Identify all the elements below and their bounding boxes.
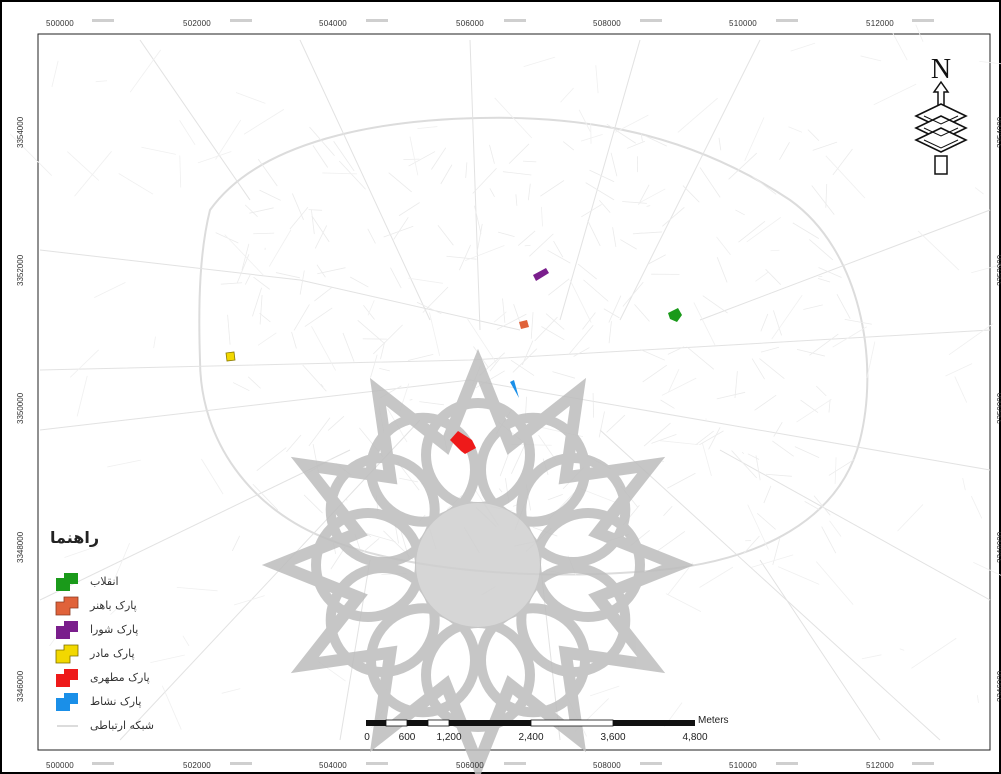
scale-bar-graphic (366, 719, 695, 727)
legend-label: پارک باهنر (90, 599, 137, 612)
legend-item: پارک نشاط (50, 692, 200, 714)
legend-swatch-enghelab (56, 573, 78, 591)
y-tick-right-2: 3350000 (996, 392, 1001, 424)
scale-label: 0 (364, 732, 370, 743)
map-legend: راهنما انقلاب پارک باهنر پارک شورا پارک … (50, 528, 200, 746)
map-neatline (37, 33, 991, 751)
north-label: N (931, 54, 951, 85)
y-tick-right-4: 3346000 (996, 670, 1001, 702)
y-tick-left-4: 3346000 (16, 670, 25, 702)
x-tick-bottom-3: 506000 (456, 761, 484, 770)
legend-item: پارک شورا (50, 620, 200, 642)
legend-label: پارک مادر (90, 647, 135, 660)
tick-marks (92, 19, 934, 765)
park-madar-feature (225, 351, 236, 362)
road-network (39, 39, 991, 741)
legend-label: پارک شورا (90, 623, 139, 636)
scale-label: 3,600 (600, 732, 626, 743)
legend-item: پارک باهنر (50, 596, 200, 618)
emblem-watermark (261, 348, 695, 774)
park-neshat-feature (510, 380, 519, 398)
x-tick-bottom-4: 508000 (593, 761, 621, 770)
scale-bar: Meters 0 600 1,200 2,400 3,600 4,800 (362, 715, 742, 748)
legend-swatch-network (57, 725, 78, 727)
scale-bar-units: Meters (698, 715, 729, 726)
x-tick-bottom-5: 510000 (729, 761, 757, 770)
legend-item: انقلاب (50, 572, 200, 594)
legend-swatch-neshat (56, 693, 78, 711)
scale-label: 1,200 (436, 732, 462, 743)
y-tick-left-1: 3352000 (16, 254, 25, 286)
legend-item: شبکه ارتباطی (50, 716, 200, 738)
park-shura-feature (533, 268, 549, 281)
enghelab-feature (668, 308, 682, 322)
legend-label: پارک مطهری (90, 671, 150, 684)
y-tick-left-0: 3354000 (16, 116, 25, 148)
park-features (225, 268, 682, 454)
y-tick-left-3: 3348000 (16, 531, 25, 563)
legend-title: راهنما (50, 528, 100, 547)
legend-swatch-bahonar (55, 596, 79, 616)
x-tick-top-1: 502000 (183, 19, 211, 28)
scale-label: 4,800 (682, 732, 708, 743)
x-tick-top-3: 506000 (456, 19, 484, 28)
x-tick-bottom-6: 512000 (866, 761, 894, 770)
legend-label: پارک نشاط (90, 695, 142, 708)
x-tick-top-4: 508000 (593, 19, 621, 28)
y-tick-right-3: 3348000 (996, 531, 1001, 563)
legend-swatch-shura (56, 621, 78, 639)
legend-label: انقلاب (90, 575, 119, 588)
legend-label: شبکه ارتباطی (90, 719, 155, 732)
y-tick-left-2: 3350000 (16, 392, 25, 424)
x-tick-bottom-0: 500000 (46, 761, 74, 770)
x-tick-bottom-2: 504000 (319, 761, 347, 770)
scale-label: 2,400 (518, 732, 544, 743)
scale-label: 600 (398, 732, 416, 743)
north-arrow-icon: N (914, 54, 968, 175)
city-grid (9, 24, 1001, 737)
legend-item: پارک مطهری (50, 668, 200, 690)
x-tick-top-6: 512000 (866, 19, 894, 28)
park-motahari-feature (450, 431, 476, 454)
x-tick-top-0: 500000 (46, 19, 74, 28)
y-tick-right-1: 3352000 (996, 254, 1001, 286)
legend-item: پارک مادر (50, 644, 200, 666)
x-tick-top-2: 504000 (319, 19, 347, 28)
x-tick-top-5: 510000 (729, 19, 757, 28)
legend-swatch-madar (55, 644, 79, 664)
park-bahonar-feature (519, 320, 529, 329)
x-tick-bottom-1: 502000 (183, 761, 211, 770)
y-tick-right-0: 3354000 (996, 116, 1001, 148)
legend-swatch-motahari (56, 669, 78, 687)
